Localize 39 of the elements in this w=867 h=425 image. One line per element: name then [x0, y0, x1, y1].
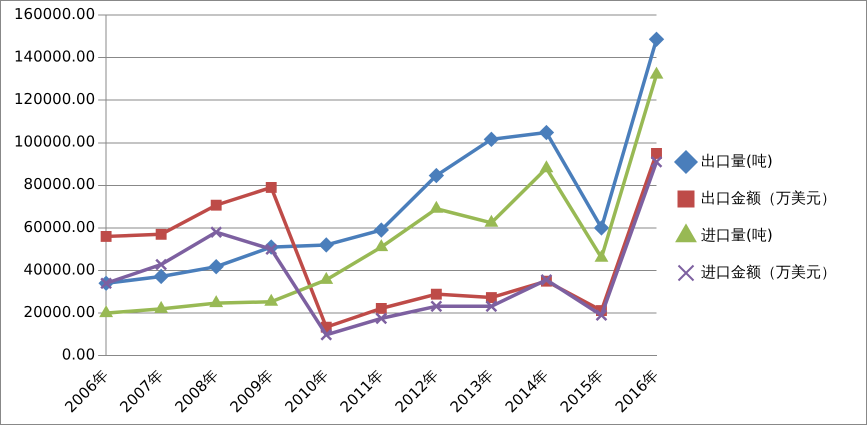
y-tick-label: 60000.00: [24, 218, 96, 236]
y-tick-label: 120000.00: [14, 90, 96, 108]
legend-label: 出口量(吨): [701, 152, 773, 170]
point: [428, 168, 444, 184]
point: [374, 222, 389, 238]
legend-label: 进口量(吨): [701, 226, 773, 244]
point: [154, 258, 168, 271]
point: [485, 300, 498, 312]
point: [430, 288, 442, 300]
y-tick-label: 0.00: [62, 346, 96, 364]
y-tick-label: 140000.00: [14, 47, 96, 66]
point: [595, 309, 608, 322]
point: [156, 228, 167, 240]
y-tick-label: 80000.00: [24, 175, 96, 194]
point: [538, 125, 554, 140]
point: [486, 292, 497, 303]
point: [594, 220, 609, 236]
point: [484, 132, 499, 147]
point: [208, 259, 224, 274]
point: [320, 328, 332, 342]
point: [318, 237, 334, 252]
y-tick-label: 20000.00: [24, 302, 96, 321]
point: [266, 182, 277, 193]
y-tick-label: 160000.00: [14, 4, 96, 23]
point: [100, 230, 112, 242]
point: [210, 200, 222, 211]
point: [154, 268, 169, 284]
legend-label: 出口金额（万美元）: [701, 188, 836, 207]
point: [649, 32, 664, 47]
y-tick-label: 100000.00: [14, 132, 96, 151]
point: [210, 226, 222, 238]
legend-label: 进口金额（万美元）: [701, 262, 836, 281]
point: [650, 156, 663, 168]
point: [651, 148, 662, 159]
point: [265, 243, 278, 256]
y-tick-label: 40000.00: [24, 260, 96, 278]
point: [375, 312, 388, 325]
point: [376, 302, 387, 314]
point: [430, 300, 443, 312]
